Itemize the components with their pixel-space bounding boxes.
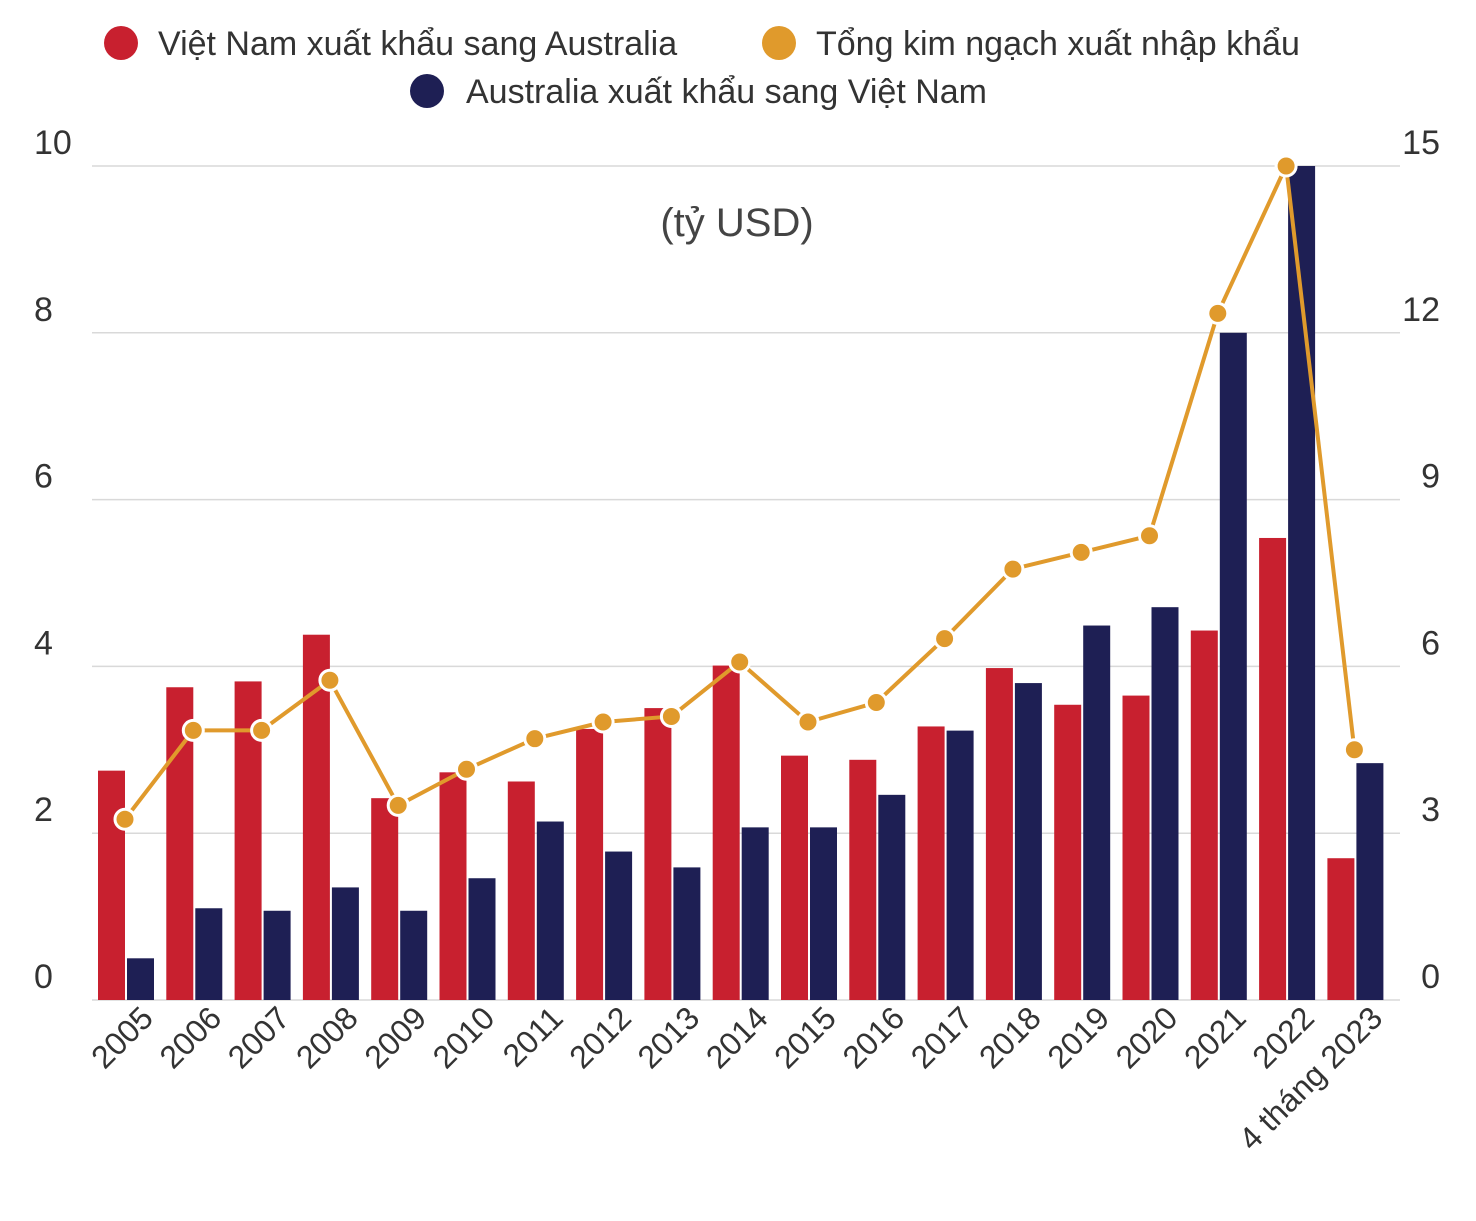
bar-vn-export — [1327, 858, 1355, 1000]
total-line-point — [318, 668, 342, 692]
x-tick-label: 2015 — [767, 999, 843, 1075]
bar-vn-export — [917, 726, 945, 1000]
bar-vn-export — [507, 781, 535, 1000]
total-line-point — [659, 704, 683, 728]
bar-au-export — [946, 730, 974, 1000]
bars — [98, 166, 1384, 1000]
x-tick-label: 2013 — [631, 999, 707, 1075]
x-tick-label: 2007 — [221, 999, 297, 1075]
y-right-tick-label: 15 — [1402, 124, 1440, 162]
total-line-point — [728, 650, 752, 674]
bar-au-export — [263, 910, 291, 1000]
bar-vn-export — [1122, 695, 1150, 1000]
total-line-point — [1342, 738, 1366, 762]
x-tick-label: 2018 — [972, 999, 1048, 1075]
y-left-tick-label: 8 — [34, 291, 53, 329]
y-right-tick-label: 0 — [1421, 958, 1440, 996]
y-left-tick-label: 4 — [34, 624, 53, 662]
y-right-tick-label: 6 — [1421, 624, 1440, 662]
bar-au-export — [1356, 763, 1384, 1000]
legend: Việt Nam xuất khẩu sang Australia Tổng ki… — [104, 25, 1300, 111]
y-left-tick-label: 10 — [34, 124, 72, 162]
x-tick-label: 2008 — [289, 999, 365, 1075]
total-line-point — [455, 757, 478, 781]
legend-label: Việt Nam xuất khẩu sang Australia — [158, 25, 677, 63]
x-tick-label: 2021 — [1177, 999, 1253, 1075]
bar-au-export — [1083, 625, 1111, 1000]
legend-marker — [762, 26, 796, 60]
total-line-point — [386, 793, 410, 817]
legend-marker — [104, 26, 138, 60]
total-line-point — [1206, 301, 1230, 325]
bar-vn-export — [98, 770, 125, 1000]
bar-au-export — [400, 910, 428, 1000]
total-line-point — [796, 710, 820, 734]
x-tick-label: 2010 — [426, 999, 502, 1075]
bar-au-export — [1219, 332, 1247, 1000]
y-left-tick-label: 2 — [34, 791, 53, 829]
total-line-point — [1274, 154, 1298, 178]
x-tick-label: 2016 — [835, 999, 911, 1075]
bar-vn-export — [1259, 537, 1287, 1000]
legend-label: Tổng kim ngạch xuất nhập khẩu — [816, 25, 1300, 63]
total-line-point — [523, 727, 547, 751]
x-tick-label: 2011 — [496, 999, 570, 1073]
bar-au-export — [878, 794, 906, 1000]
total-line-point — [591, 710, 615, 734]
bar-au-export — [741, 827, 769, 1000]
bar-au-export — [536, 821, 564, 1000]
total-line — [113, 154, 1366, 831]
bar-au-export — [605, 851, 633, 1000]
total-line-point — [250, 718, 274, 742]
bar-vn-export — [644, 708, 672, 1000]
bar-vn-export — [439, 772, 467, 1000]
y-right-tick-label: 12 — [1402, 291, 1440, 329]
bar-au-export — [1151, 607, 1179, 1000]
unit-label: (tỷ USD) — [660, 201, 813, 245]
total-line-point — [1001, 557, 1025, 581]
total-line-point — [1069, 540, 1093, 564]
bar-au-export — [673, 867, 701, 1000]
x-tick-label: 2020 — [1109, 999, 1185, 1075]
bar-vn-export — [371, 798, 399, 1000]
bar-vn-export — [1054, 704, 1082, 1000]
legend-marker — [410, 74, 444, 108]
y-left-tick-label: 6 — [34, 458, 53, 496]
bar-vn-export — [985, 668, 1013, 1000]
bar-au-export — [331, 887, 359, 1000]
x-tick-label: 2009 — [357, 999, 433, 1075]
x-tick-label: 2014 — [699, 999, 775, 1075]
bar-au-export — [195, 908, 223, 1000]
total-line-point — [933, 627, 957, 651]
x-tick-label: 2005 — [84, 999, 160, 1075]
legend-label: Australia xuất khẩu sang Việt Nam — [466, 73, 987, 111]
y-left-tick-label: 0 — [34, 958, 53, 996]
y-right-tick-label: 9 — [1421, 458, 1440, 496]
bar-vn-export — [781, 755, 808, 1000]
y-axis-right: 0 3 6 9 12 15 — [1402, 124, 1440, 996]
x-tick-label: 2012 — [562, 999, 638, 1075]
bar-vn-export — [712, 665, 740, 1000]
total-line-point — [864, 691, 888, 715]
bar-vn-export — [1190, 630, 1218, 1000]
bar-vn-export — [576, 728, 604, 1000]
y-axis-left: 0 2 4 6 8 10 — [34, 124, 72, 996]
bar-au-export — [810, 827, 837, 1000]
x-tick-label: 2006 — [152, 999, 228, 1075]
x-axis: 2005200620072008200920102011201220132014… — [84, 999, 1389, 1157]
total-line-point — [113, 807, 137, 831]
y-right-tick-label: 3 — [1421, 791, 1440, 829]
bar-au-export — [127, 958, 154, 1000]
bar-vn-export — [849, 759, 877, 1000]
x-tick-label: 2017 — [904, 999, 980, 1075]
bar-au-export — [468, 878, 496, 1000]
total-line-point — [1138, 524, 1161, 548]
bar-au-export — [1014, 683, 1042, 1000]
x-tick-label: 2019 — [1040, 999, 1116, 1075]
total-line-point — [181, 718, 205, 742]
